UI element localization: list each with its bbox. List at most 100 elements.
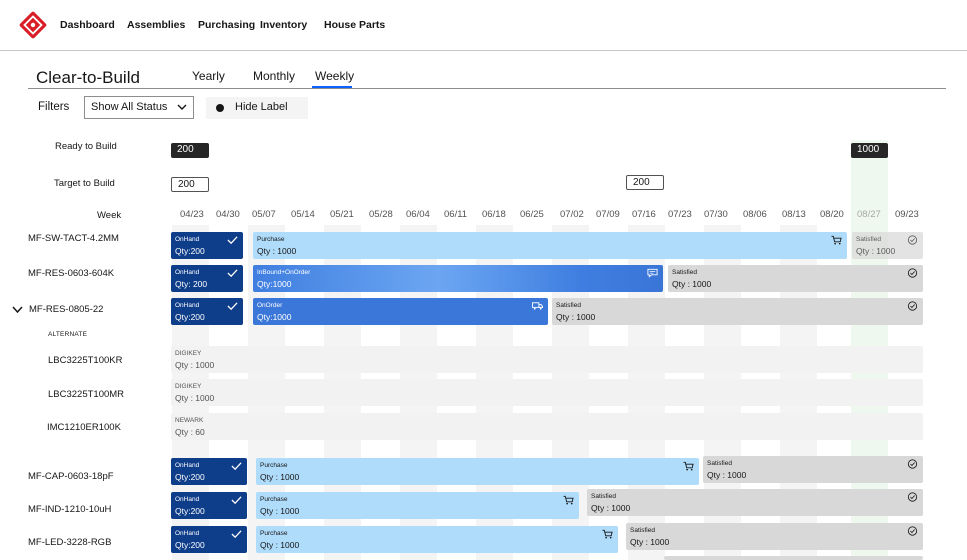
- part-label[interactable]: MF-SW-TACT-4.2MM: [28, 233, 119, 244]
- cart-icon: [563, 495, 574, 505]
- bar-qty: Qty : 1000: [707, 470, 747, 480]
- check-icon: [231, 530, 242, 539]
- status-filter-value: Show All Status: [91, 101, 168, 113]
- target-to-build-badge: 200: [171, 177, 209, 192]
- nav-inventory[interactable]: Inventory: [260, 19, 308, 31]
- bar-qty: Qty : 1000: [260, 506, 300, 516]
- week-label: Week: [97, 210, 122, 221]
- satisfied-bar[interactable]: Satisfied Qty : 1000: [703, 456, 923, 483]
- status-filter-select[interactable]: Show All Status: [84, 96, 194, 119]
- satisfied-bar[interactable]: Satisfied Qty : 1000: [668, 265, 923, 292]
- tab-yearly[interactable]: Yearly: [192, 69, 225, 83]
- week-header: 06/25: [520, 209, 544, 220]
- purchase-bar[interactable]: Purchase Qty : 1000: [256, 526, 618, 553]
- bar-type: OnHand: [175, 236, 200, 243]
- week-header: 05/14: [291, 209, 315, 220]
- week-header: 06/04: [406, 209, 430, 220]
- bar-qty: Qty : 1000: [257, 246, 297, 256]
- part-label[interactable]: MF-RES-0603-604K: [28, 268, 115, 279]
- alternate-header: ALTERNATE: [48, 331, 88, 338]
- part-label[interactable]: MF-CAP-0603-18pF: [28, 471, 114, 482]
- week-header: 07/30: [704, 209, 728, 220]
- bar-qty: Qty : 60: [175, 427, 205, 437]
- alternate-part-label[interactable]: LBC3225T100MR: [48, 389, 125, 400]
- bar-type: OnHand: [175, 462, 200, 469]
- week-header: 09/23: [895, 209, 919, 220]
- active-tab-indicator: [312, 86, 352, 88]
- satisfied-bar[interactable]: Satisfied Qty : 1000: [626, 523, 923, 550]
- satisfied-bar[interactable]: Satisfied Qty : 1000: [587, 489, 923, 516]
- bar-type: Satisfied: [856, 236, 881, 243]
- check-circle-icon: [907, 268, 918, 278]
- ready-to-build-badge: 1000: [851, 143, 888, 158]
- week-header: 07/02: [560, 209, 584, 220]
- inbound-onorder-bar[interactable]: InBound+OnOrder Qty:1000: [253, 265, 663, 292]
- check-circle-icon: [907, 235, 918, 245]
- bar-qty: Qty : 1000: [556, 312, 596, 322]
- part-label[interactable]: MF-LED-3228-RGB: [28, 537, 112, 548]
- bar-type: Satisfied: [591, 493, 616, 500]
- bar-qty: Qty:200: [175, 472, 205, 482]
- alternate-bar[interactable]: NEWARK Qty : 60: [171, 413, 923, 440]
- week-header: 07/23: [668, 209, 692, 220]
- bar-qty: Qty: 200: [175, 279, 208, 289]
- onhand-bar[interactable]: OnHand Qty:200: [171, 526, 247, 553]
- bar-qty: Qty : 1000: [260, 540, 300, 550]
- purchase-bar[interactable]: Purchase Qty : 1000: [253, 232, 847, 259]
- target-to-build-badge: 200: [626, 175, 664, 190]
- onhand-bar[interactable]: OnHand Qty: 200: [171, 265, 243, 292]
- week-header: 06/18: [482, 209, 506, 220]
- chevron-down-icon[interactable]: [12, 305, 23, 314]
- week-header: 04/23: [180, 209, 204, 220]
- onhand-bar[interactable]: OnHand Qty:200: [171, 232, 243, 259]
- onhand-bar[interactable]: OnHand Qty:200: [171, 492, 247, 519]
- part-label[interactable]: MF-RES-0805-22: [29, 304, 104, 315]
- bar-qty: Qty : 1000: [630, 537, 670, 547]
- purchase-bar[interactable]: Purchase Qty : 1000: [256, 458, 699, 485]
- bar-qty: Qty : 1000: [856, 246, 896, 256]
- week-header: 08/20: [820, 209, 844, 220]
- bar-type: Satisfied: [672, 269, 697, 276]
- alternate-part-label[interactable]: IMC1210ER100K: [47, 422, 121, 433]
- satisfied-bar[interactable]: Satisfied Qty : 1000: [852, 232, 923, 259]
- title-divider: [28, 88, 946, 89]
- tab-monthly[interactable]: Monthly: [253, 69, 296, 83]
- check-icon: [227, 236, 238, 245]
- bar-type: OnHand: [175, 530, 200, 537]
- bar-type: Purchase: [260, 496, 288, 503]
- purchase-bar[interactable]: Purchase Qty : 1000: [256, 492, 579, 519]
- bar-type: Satisfied: [630, 527, 655, 534]
- nav-house-parts[interactable]: House Parts: [324, 19, 386, 31]
- bar-qty: Qty:1000: [257, 279, 292, 289]
- top-navigation: Dashboard Assemblies Purchasing Inventor…: [0, 0, 967, 51]
- ready-to-build-label: Ready to Build: [55, 141, 117, 152]
- toggle-dot-icon: [216, 104, 224, 112]
- alternate-bar[interactable]: DIGIKEY Qty : 1000: [171, 346, 923, 373]
- satisfied-bar: [664, 556, 923, 560]
- part-label[interactable]: MF-IND-1210-10uH: [28, 504, 112, 515]
- onhand-bar[interactable]: OnHand Qty:200: [171, 298, 243, 325]
- alternate-bar[interactable]: DIGIKEY Qty : 1000: [171, 379, 923, 406]
- nav-dashboard[interactable]: Dashboard: [60, 19, 115, 31]
- week-header: 08/06: [743, 209, 767, 220]
- nav-assemblies[interactable]: Assemblies: [127, 19, 186, 31]
- bar-qty: Qty : 1000: [175, 360, 215, 370]
- onhand-bar[interactable]: OnHand Qty:200: [171, 458, 247, 485]
- week-header: 04/30: [216, 209, 240, 220]
- cart-icon: [602, 529, 613, 539]
- check-circle-icon: [907, 492, 918, 502]
- bar-type: OnHand: [175, 496, 200, 503]
- satisfied-bar[interactable]: Satisfied Qty : 1000: [552, 298, 923, 325]
- bar-type: OnHand: [175, 269, 200, 276]
- bar-qty: Qty:200: [175, 246, 205, 256]
- alternate-part-label[interactable]: LBC3225T100KR: [48, 355, 123, 366]
- nav-purchasing[interactable]: Purchasing: [198, 19, 256, 31]
- week-header: 05/07: [252, 209, 276, 220]
- onorder-bar[interactable]: OnOrder Qty:1000: [253, 298, 548, 325]
- hide-label-toggle[interactable]: Hide Label: [206, 97, 308, 119]
- cart-icon: [683, 461, 694, 471]
- check-circle-icon: [907, 526, 918, 536]
- bar-qty: Qty:1000: [257, 312, 292, 322]
- check-icon: [227, 269, 238, 278]
- tab-weekly[interactable]: Weekly: [315, 69, 355, 83]
